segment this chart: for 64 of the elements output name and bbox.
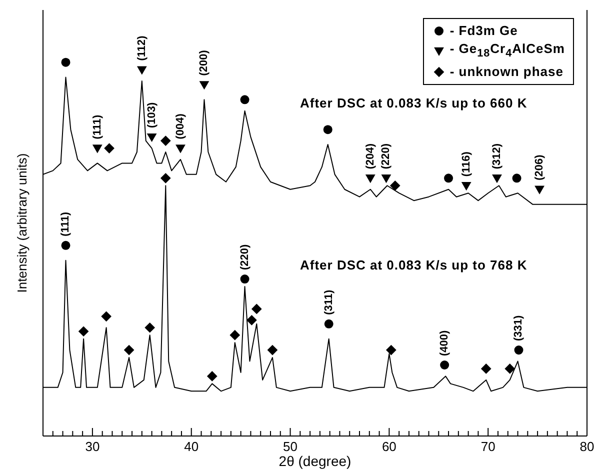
point xyxy=(240,95,250,104)
point xyxy=(512,174,522,183)
point xyxy=(206,371,218,382)
point xyxy=(324,319,334,328)
point xyxy=(323,125,332,134)
y-axis-title: Intensity (arbitrary units) xyxy=(14,153,30,293)
annotation: (200) xyxy=(198,50,210,76)
point xyxy=(160,136,171,146)
point xyxy=(199,81,210,90)
annotation: (206) xyxy=(534,154,546,180)
point xyxy=(514,346,524,355)
point xyxy=(492,174,502,184)
x-tick-label: 40 xyxy=(184,439,199,454)
point xyxy=(267,344,278,356)
point xyxy=(440,360,450,370)
x-tick-label: 50 xyxy=(283,439,298,454)
point xyxy=(461,182,472,191)
point xyxy=(176,144,186,154)
point xyxy=(251,304,262,314)
point xyxy=(390,180,400,191)
x-tick-label: 30 xyxy=(85,439,100,454)
legend-label: - Ge$_{18}$Cr$_{4}$AlCeSm xyxy=(450,40,565,62)
point xyxy=(104,143,114,154)
point xyxy=(160,172,171,184)
annotation: (220) xyxy=(238,244,251,270)
x-axis-title: 2θ (degree) xyxy=(278,453,352,469)
point xyxy=(230,330,240,340)
annotation: (312) xyxy=(490,143,503,170)
point xyxy=(61,58,70,67)
point xyxy=(240,274,250,284)
annotation: (111) xyxy=(60,212,72,236)
annotation: (311) xyxy=(322,289,335,315)
annotation: (112) xyxy=(136,35,148,61)
point xyxy=(146,133,157,142)
x-tick-label: 60 xyxy=(382,439,396,454)
point xyxy=(101,311,112,322)
point xyxy=(386,344,396,356)
point xyxy=(480,364,492,374)
point xyxy=(504,364,516,374)
point xyxy=(78,326,89,337)
point xyxy=(534,186,544,194)
point xyxy=(365,174,376,184)
annotation: (204) xyxy=(364,143,376,170)
annotation: (004) xyxy=(174,113,186,140)
point xyxy=(61,240,70,250)
annotation: After DSC at 0.083 K/s up to 660 K xyxy=(300,96,528,110)
x-tick-label: 70 xyxy=(480,439,496,454)
x-tick-label: 80 xyxy=(580,439,594,454)
point xyxy=(444,174,454,183)
annotation: (331) xyxy=(512,315,525,342)
annotation: (400) xyxy=(438,330,451,356)
annotation: (111) xyxy=(91,114,104,140)
point xyxy=(136,66,147,75)
point xyxy=(246,314,257,326)
annotation: (103) xyxy=(146,102,158,128)
point xyxy=(124,344,134,356)
point xyxy=(92,144,102,154)
annotation: (220) xyxy=(380,143,392,170)
legend-label: - Fd3m Ge xyxy=(450,22,518,40)
point xyxy=(144,322,155,333)
annotation: (116) xyxy=(460,151,472,177)
annotation: After DSC at 0.083 K/s up to 768 K xyxy=(300,258,528,272)
point xyxy=(381,174,392,184)
legend-label: - unknown phase xyxy=(450,62,564,81)
